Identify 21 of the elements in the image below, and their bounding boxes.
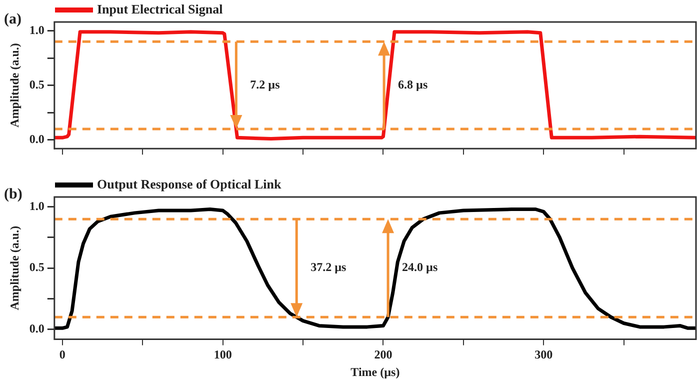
annotation: 24.0 µs [402,260,438,274]
y-tick-label: 0.5 [29,77,44,92]
x-axis-title: Time (µs) [350,364,400,379]
annotation: 7.2 µs [250,77,280,92]
y-axis-title: Amplitude (a.u.) [7,226,22,310]
x-tick-label: 300 [534,347,553,362]
x-tick-label: 0 [59,347,66,362]
y-tick-label: 0.0 [29,132,44,146]
legend-label: Output Response of Optical Link [97,176,282,192]
y-tick-label: 1.0 [29,22,44,37]
y-tick-label: 0.0 [29,321,44,336]
annotation: 37.2 µs [310,260,347,274]
chart-title: (a) [4,11,22,28]
annotation: 6.8 µs [398,77,428,92]
x-tick-label: 200 [374,347,392,362]
legend-label: Input Electrical Signal [97,1,224,16]
x-tick-label: 100 [214,347,232,362]
y-axis-title: Amplitude (a.u.) [7,43,22,128]
chart-title: (b) [4,186,22,202]
y-tick-label: 1.0 [29,198,44,213]
y-tick-label: 0.5 [29,260,44,274]
